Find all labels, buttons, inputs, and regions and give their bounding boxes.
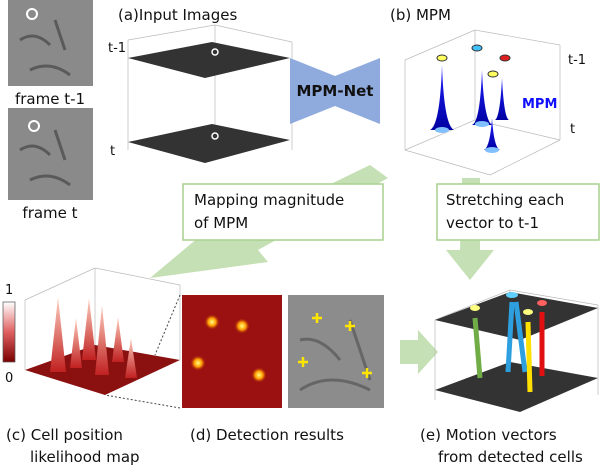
caption: from detected cells: [438, 448, 583, 466]
image-plane: [128, 124, 290, 163]
motion-plane: [435, 362, 598, 412]
detection-heatmap: [182, 295, 282, 408]
layer-label: t-1: [108, 41, 126, 56]
panel-title: (b) MPM: [390, 6, 451, 24]
network-label: MPM-Net: [297, 82, 374, 100]
note-line: Mapping magnitude: [194, 191, 344, 209]
colorbar: [3, 302, 15, 362]
image-plane: [128, 42, 290, 78]
layer-label: t: [110, 144, 115, 159]
note-line: of MPM: [194, 214, 248, 232]
detection-image: [288, 295, 384, 408]
colorbar-label: 1: [5, 283, 13, 298]
figure: frame t-1 frame t (a)Input Images t-1 t …: [0, 0, 608, 476]
layer-label: t-1: [568, 53, 586, 68]
note-line: vector to t-1: [446, 214, 539, 232]
layer-label: t: [570, 122, 575, 137]
mpm-legend: MPM: [522, 97, 557, 112]
colorbar-label: 0: [5, 371, 13, 386]
caption: (c) Cell position: [6, 426, 123, 444]
frame-label: frame t-1: [15, 90, 85, 108]
caption: (d) Detection results: [190, 426, 344, 444]
frame-label: frame t: [22, 204, 77, 222]
panel-title: (a)Input Images: [118, 6, 237, 24]
note-line: Stretching each: [446, 191, 564, 209]
caption: likelihood map: [30, 448, 140, 466]
mpm-peaks: [430, 45, 510, 153]
caption: (e) Motion vectors: [420, 426, 557, 444]
